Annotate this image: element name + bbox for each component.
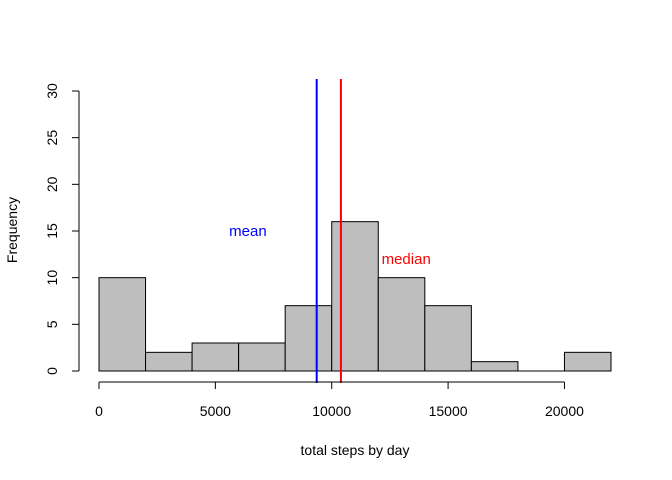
x-axis-label: total steps by day: [301, 442, 410, 458]
histogram-bar-10: [563, 351, 612, 372]
histogram-bar-1: [145, 351, 193, 372]
y-tick-label: 30: [44, 83, 60, 99]
reference-lines: mean median: [229, 79, 431, 383]
x-tick-label: 5000: [200, 403, 231, 419]
x-axis: 0 5000 10000 15000 20000: [95, 381, 584, 419]
x-tick-label: 0: [95, 403, 103, 419]
histogram-bar-0: [98, 277, 147, 372]
y-tick-label: 15: [44, 223, 60, 239]
y-axis: 0 5 10 15 20 25 30: [44, 83, 80, 375]
y-tick-label: 5: [44, 320, 60, 328]
histogram-bar-7: [424, 305, 472, 372]
histogram-bar-3: [238, 342, 286, 372]
y-tick-label: 10: [44, 270, 60, 286]
histogram-bar-5: [331, 221, 379, 372]
histogram-bar-8: [470, 361, 519, 372]
x-tick-label: 20000: [545, 403, 584, 419]
mean-annotation: mean: [229, 223, 267, 240]
x-tick-label: 15000: [429, 403, 468, 419]
histogram-bar-6: [377, 277, 426, 372]
y-axis-label: Frequency: [4, 197, 20, 263]
x-tick-label: 10000: [312, 403, 351, 419]
histogram-bars: [98, 221, 612, 372]
y-tick-label: 25: [44, 130, 60, 146]
histogram-bar-4: [284, 305, 333, 372]
y-tick-label: 0: [44, 367, 60, 375]
histogram-bar-2: [191, 342, 240, 372]
y-tick-label: 20: [44, 176, 60, 192]
median-annotation: median: [382, 251, 431, 268]
